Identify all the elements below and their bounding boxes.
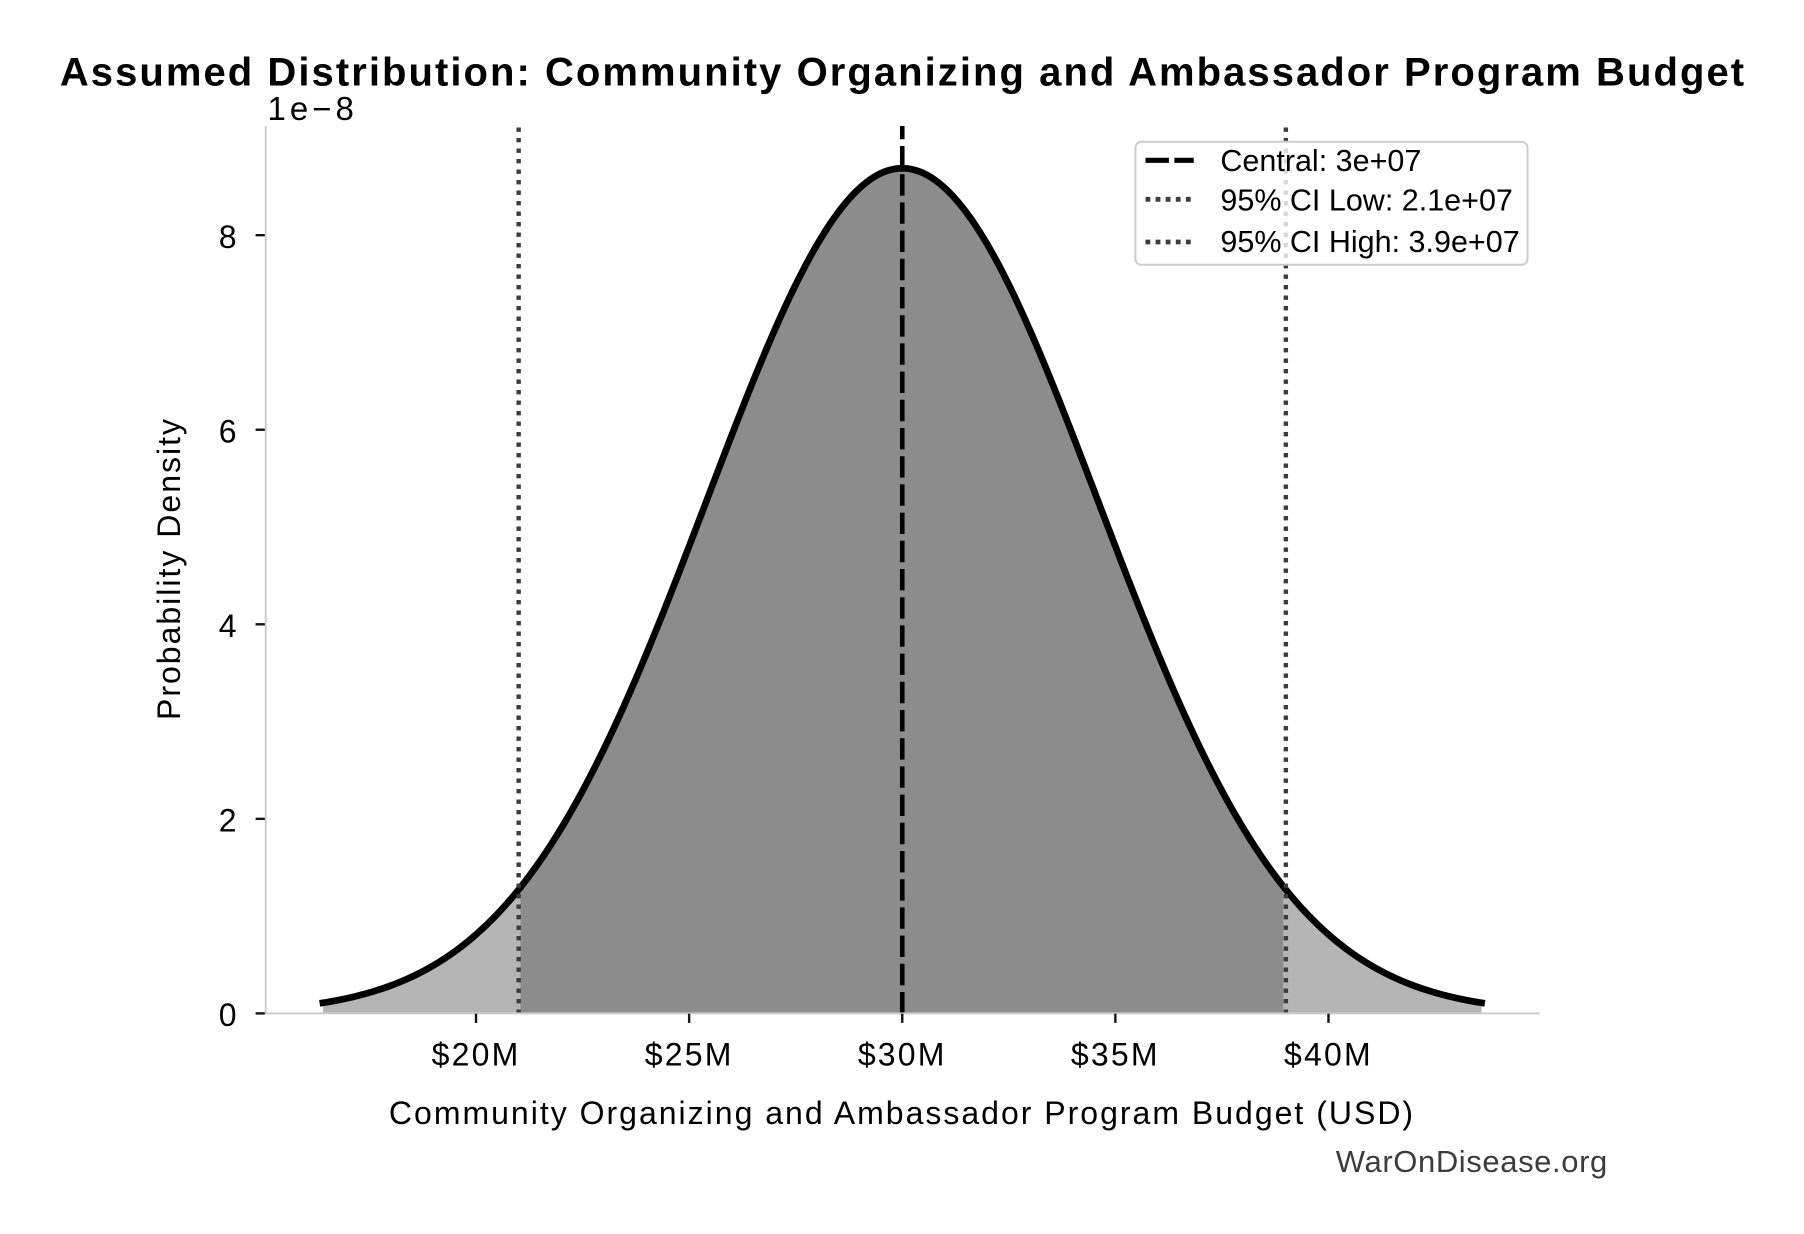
svg-text:Central: 3e+07: Central: 3e+07 — [1220, 144, 1421, 178]
svg-text:Community Organizing and Ambas: Community Organizing and Ambassador Prog… — [389, 1095, 1415, 1131]
svg-text:0: 0 — [219, 997, 237, 1033]
svg-text:WarOnDisease.org: WarOnDisease.org — [1336, 1144, 1608, 1179]
svg-text:95% CI Low: 2.1e+07: 95% CI Low: 2.1e+07 — [1220, 184, 1513, 218]
svg-text:Assumed Distribution: Communit: Assumed Distribution: Community Organizi… — [60, 51, 1746, 95]
svg-text:$35M: $35M — [1071, 1037, 1160, 1073]
svg-text:2: 2 — [219, 803, 237, 839]
svg-text:$20M: $20M — [432, 1037, 521, 1073]
svg-text:8: 8 — [219, 219, 237, 255]
svg-text:95% CI High: 3.9e+07: 95% CI High: 3.9e+07 — [1220, 225, 1519, 259]
svg-text:1e−8: 1e−8 — [268, 90, 358, 127]
svg-text:$40M: $40M — [1284, 1037, 1373, 1073]
svg-text:Probability Density: Probability Density — [151, 417, 187, 720]
svg-text:4: 4 — [219, 608, 237, 644]
svg-text:6: 6 — [219, 414, 237, 450]
svg-text:$25M: $25M — [645, 1037, 734, 1073]
svg-text:$30M: $30M — [858, 1037, 947, 1073]
